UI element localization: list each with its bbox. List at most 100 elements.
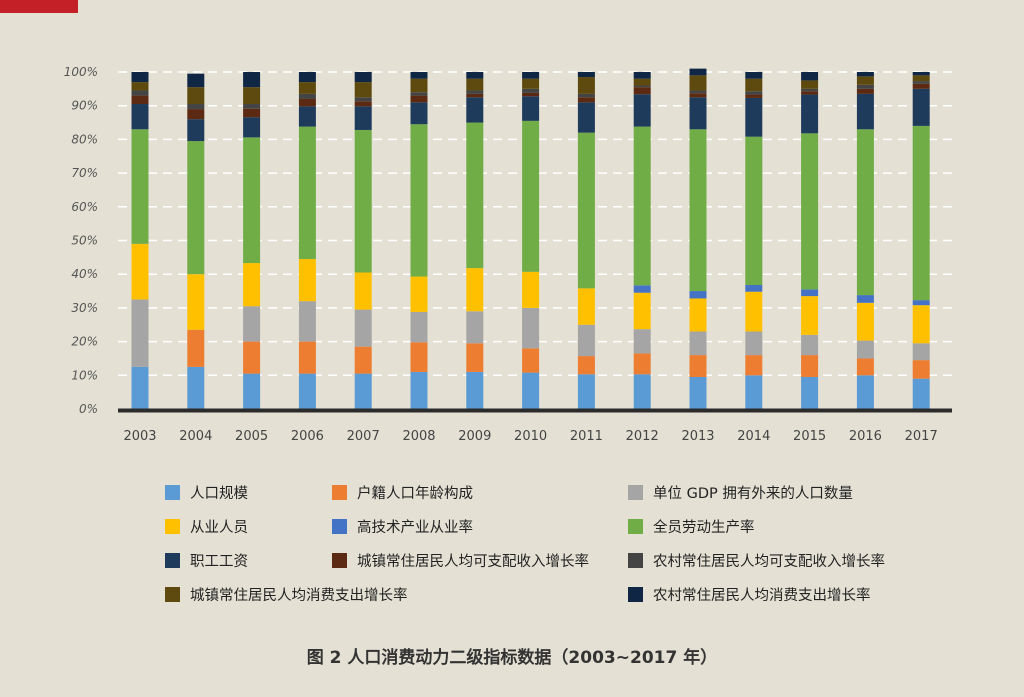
bar-segment bbox=[689, 291, 707, 299]
bar-segment bbox=[522, 348, 540, 373]
bar-segment bbox=[187, 141, 205, 275]
bar-segment bbox=[187, 329, 205, 367]
bar-segment bbox=[856, 129, 874, 296]
bar-segment bbox=[801, 355, 819, 377]
x-tick-label: 2010 bbox=[514, 429, 547, 444]
bar-segment bbox=[410, 72, 428, 79]
bar-segment bbox=[522, 96, 540, 121]
bar-segment bbox=[410, 95, 428, 103]
bar-segment bbox=[187, 274, 205, 330]
bar-segment bbox=[633, 87, 651, 95]
bar-segment bbox=[354, 272, 372, 310]
bar-segment bbox=[801, 80, 819, 89]
bar-segment bbox=[522, 271, 540, 308]
bar-segment bbox=[243, 72, 261, 88]
bar-segment bbox=[856, 295, 874, 303]
bar-segment bbox=[745, 291, 763, 332]
bar-segment bbox=[633, 94, 651, 127]
bar-segment bbox=[745, 331, 763, 356]
bar-segment bbox=[912, 83, 930, 89]
bar-segment bbox=[466, 72, 484, 79]
bar-segment bbox=[745, 136, 763, 285]
bar-segment bbox=[633, 292, 651, 330]
bar-segment bbox=[187, 73, 205, 88]
bar-segment bbox=[633, 72, 651, 79]
bar-segment bbox=[689, 331, 707, 356]
bar-segment bbox=[745, 97, 763, 137]
bar-segment bbox=[912, 75, 930, 82]
bar-segment bbox=[243, 341, 261, 374]
bar-segment bbox=[633, 78, 651, 86]
x-tick-label: 2005 bbox=[235, 429, 268, 444]
bar-segment bbox=[912, 343, 930, 361]
bar-segment bbox=[298, 93, 316, 99]
bar-segment bbox=[298, 126, 316, 260]
bar-segment bbox=[522, 307, 540, 349]
bar-segment bbox=[801, 72, 819, 81]
bar-segment bbox=[633, 329, 651, 354]
bar-segment bbox=[577, 77, 595, 94]
bar-segment bbox=[912, 88, 930, 126]
bar-segment bbox=[801, 94, 819, 134]
bar-segment bbox=[354, 346, 372, 374]
bar-segment bbox=[354, 106, 372, 130]
bar-segment bbox=[856, 72, 874, 77]
bar-segment bbox=[131, 95, 149, 105]
bar-segment bbox=[243, 306, 261, 342]
y-tick-label: 10% bbox=[71, 368, 98, 382]
bar-segment bbox=[131, 72, 149, 83]
bar-segment bbox=[466, 97, 484, 123]
bar-segment bbox=[522, 78, 540, 89]
bar-segment bbox=[689, 90, 707, 94]
bar-segment bbox=[801, 88, 819, 92]
bar-segment bbox=[912, 125, 930, 301]
bar-segment bbox=[856, 302, 874, 341]
x-tick-label: 2016 bbox=[849, 429, 882, 444]
bar-segment bbox=[410, 124, 428, 277]
bar-segment bbox=[131, 299, 149, 367]
bar-segment bbox=[856, 375, 874, 409]
bar-segment bbox=[410, 102, 428, 125]
bar-segment bbox=[243, 137, 261, 264]
y-tick-label: 70% bbox=[71, 166, 98, 180]
bar-segment bbox=[410, 276, 428, 312]
x-tick-label: 2009 bbox=[458, 429, 491, 444]
bar-segment bbox=[633, 85, 651, 88]
figure-caption: 图 2 人口消费动力二级指标数据（2003~2017 年） bbox=[306, 648, 718, 668]
bar-segment bbox=[522, 92, 540, 97]
bar-segment bbox=[298, 98, 316, 107]
x-tick-label: 2007 bbox=[347, 429, 380, 444]
bar-segment bbox=[689, 93, 707, 98]
bar-segment bbox=[522, 88, 540, 93]
bar-segment bbox=[689, 376, 707, 409]
bar-segment bbox=[410, 92, 428, 96]
bar-segment bbox=[912, 360, 930, 379]
bar-segment bbox=[187, 109, 205, 120]
bar-segment bbox=[354, 101, 372, 107]
bar-segment bbox=[801, 376, 819, 409]
bar-segment bbox=[131, 129, 149, 244]
bar-segment bbox=[689, 298, 707, 332]
bar-segment bbox=[689, 75, 707, 91]
bar-segment bbox=[298, 341, 316, 374]
x-tick-label: 2015 bbox=[793, 429, 826, 444]
bar-segment bbox=[243, 263, 261, 307]
bar-segment bbox=[243, 87, 261, 105]
y-tick-label: 80% bbox=[71, 132, 98, 146]
bar-segment bbox=[466, 90, 484, 94]
accent-bar bbox=[0, 0, 78, 13]
x-tick-label: 2006 bbox=[291, 429, 324, 444]
x-tick-label: 2013 bbox=[681, 429, 714, 444]
bar-segment bbox=[689, 129, 707, 292]
bar-segment bbox=[354, 72, 372, 83]
bar-segment bbox=[745, 355, 763, 376]
bar-segment bbox=[298, 72, 316, 83]
bar-segment bbox=[633, 126, 651, 286]
bar-segment bbox=[577, 97, 595, 103]
bar-segment bbox=[856, 93, 874, 130]
bar-segment bbox=[131, 366, 149, 409]
bar-segment bbox=[466, 371, 484, 409]
bar-segment bbox=[577, 374, 595, 409]
bar-segment bbox=[187, 104, 205, 110]
bar-segment bbox=[912, 72, 930, 76]
